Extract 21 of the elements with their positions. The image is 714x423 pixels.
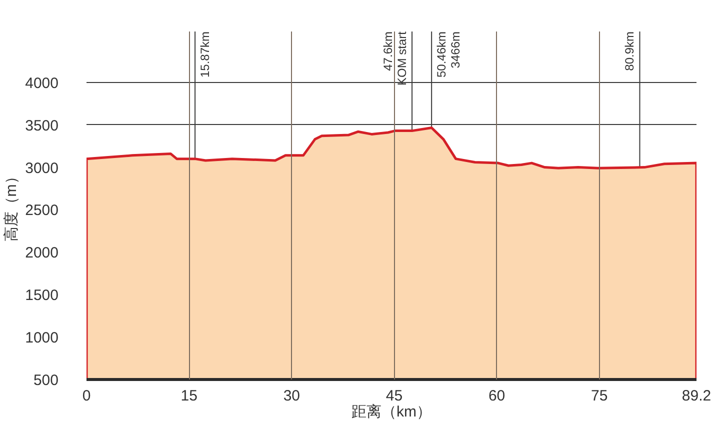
x-tick-label: 30 bbox=[283, 388, 300, 404]
x-tick-label: 75 bbox=[591, 388, 608, 404]
y-tick-label: 3000 bbox=[25, 160, 59, 177]
y-tick-label: 2500 bbox=[25, 202, 59, 220]
y-tick-label: 500 bbox=[33, 372, 59, 389]
x-tick-label: 45 bbox=[386, 388, 403, 404]
x-tick-label: 60 bbox=[488, 388, 506, 404]
y-tick-label: 3500 bbox=[25, 117, 59, 134]
x-axis-title: 距离（km） bbox=[352, 404, 432, 420]
ref-line-label: 50.46km 3466m bbox=[434, 31, 463, 78]
ref-line-label: 80.9km bbox=[622, 31, 637, 71]
y-axis-title: 高度（m） bbox=[3, 169, 20, 242]
ref-line-label: 47.6km KOM start bbox=[381, 30, 410, 86]
x-tick-label: 89.2 bbox=[682, 388, 712, 404]
y-tick-label: 1000 bbox=[25, 330, 59, 347]
ref-line-label: 15.87km bbox=[198, 31, 212, 78]
y-tick-label: 4000 bbox=[25, 74, 59, 92]
y-tick-label: 2000 bbox=[25, 244, 59, 262]
x-tick-label: 0 bbox=[82, 388, 91, 404]
y-tick-label: 1500 bbox=[25, 287, 59, 304]
x-tick-label: 15 bbox=[180, 388, 198, 404]
